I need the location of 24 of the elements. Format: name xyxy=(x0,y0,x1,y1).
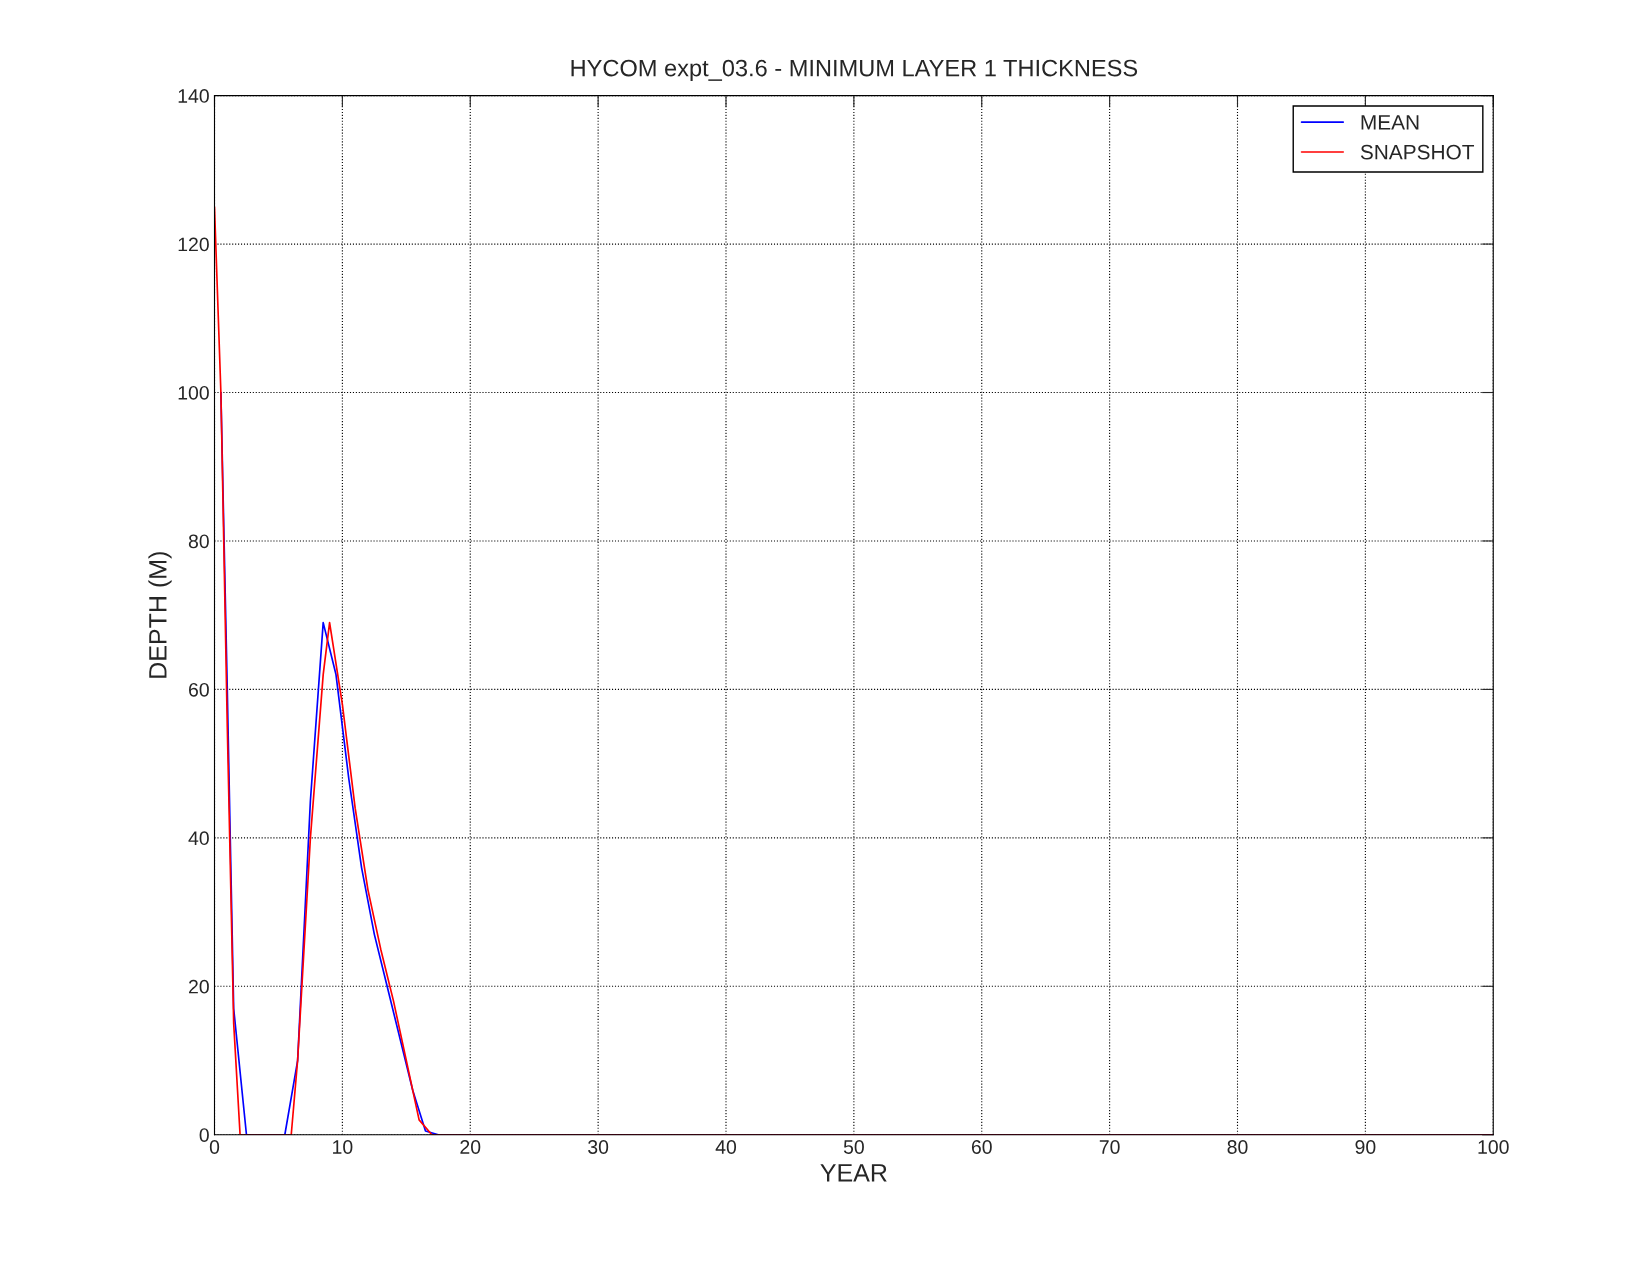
x-tick-label: 90 xyxy=(1355,1140,1376,1154)
y-tick-label: 40 xyxy=(188,831,209,846)
x-tick-label: 0 xyxy=(209,1140,220,1154)
x-tick-label: 80 xyxy=(1227,1140,1248,1154)
y-tick-label: 60 xyxy=(189,682,209,697)
legend-label: MEAN xyxy=(1361,115,1419,130)
y-tick-label: 140 xyxy=(178,89,209,103)
legend-label: SNAPSHOT xyxy=(1360,144,1475,160)
x-tick-label: 60 xyxy=(971,1140,992,1154)
x-tick-label: 100 xyxy=(1478,1140,1509,1154)
y-tick-label: 80 xyxy=(188,534,209,549)
y-axis-title: DEPTH (M) xyxy=(148,552,172,678)
x-tick-label: 70 xyxy=(1099,1140,1120,1154)
x-tick-label: 50 xyxy=(843,1140,864,1154)
x-tick-label: 10 xyxy=(333,1140,353,1154)
x-axis-title: YEAR xyxy=(820,1164,887,1182)
x-tick-label: 20 xyxy=(460,1140,481,1154)
y-tick-label: 0 xyxy=(199,1128,209,1142)
y-tick-label: 20 xyxy=(188,979,209,994)
chart-title: HYCOM expt_03.6 - MINIMUM LAYER 1 THICKNESS xyxy=(571,59,1138,82)
y-tick-label: 100 xyxy=(178,385,209,400)
y-tick-label: 120 xyxy=(178,237,209,252)
x-tick-label: 40 xyxy=(715,1140,737,1154)
x-tick-label: 30 xyxy=(588,1140,609,1154)
